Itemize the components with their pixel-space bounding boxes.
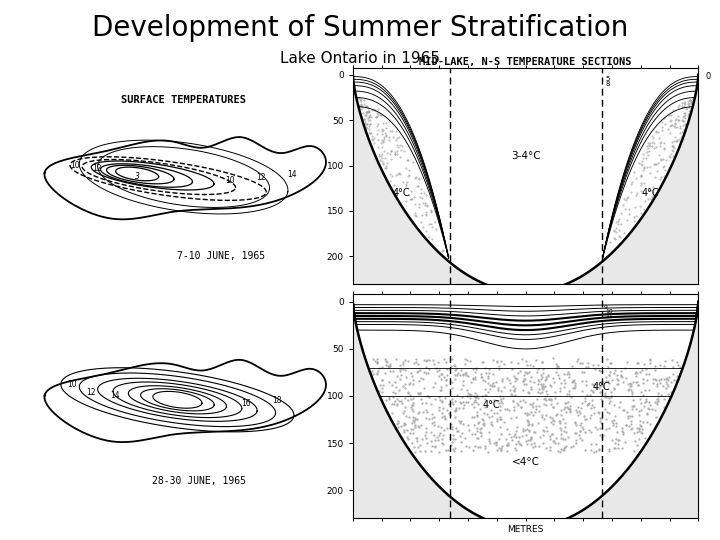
Text: 14: 14 xyxy=(287,170,297,179)
Text: 16: 16 xyxy=(240,399,251,408)
Text: 12: 12 xyxy=(86,388,96,397)
Title: MID-LAKE, N-S TEMPERATURE SECTIONS: MID-LAKE, N-S TEMPERATURE SECTIONS xyxy=(419,57,632,67)
Text: 10: 10 xyxy=(605,309,613,314)
Text: 4°C: 4°C xyxy=(482,400,500,410)
Text: 3-4°C: 3-4°C xyxy=(510,151,541,161)
Text: 28-30 JUNE, 1965: 28-30 JUNE, 1965 xyxy=(152,476,246,486)
Text: 5: 5 xyxy=(605,76,609,82)
Text: 18: 18 xyxy=(271,396,282,405)
Text: 4°C: 4°C xyxy=(392,188,410,198)
Text: 11: 11 xyxy=(605,313,613,319)
Polygon shape xyxy=(45,360,326,442)
Text: 10: 10 xyxy=(71,161,80,170)
X-axis label: METRES: METRES xyxy=(508,525,544,534)
Text: Development of Summer Stratification: Development of Summer Stratification xyxy=(92,14,628,42)
Text: 7-10 JUNE, 1965: 7-10 JUNE, 1965 xyxy=(176,251,265,261)
Polygon shape xyxy=(45,137,326,219)
Text: 3: 3 xyxy=(135,172,140,180)
Text: 12: 12 xyxy=(256,173,266,182)
Text: 4°C: 4°C xyxy=(642,188,659,198)
Text: 10: 10 xyxy=(68,380,77,389)
Text: 14: 14 xyxy=(111,392,120,400)
Text: 9: 9 xyxy=(603,305,608,310)
Text: 4°C: 4°C xyxy=(593,382,611,392)
Text: <4°C: <4°C xyxy=(512,457,539,467)
Title: SURFACE TEMPERATURES: SURFACE TEMPERATURES xyxy=(121,95,246,105)
Text: 8: 8 xyxy=(605,81,610,87)
Text: 0: 0 xyxy=(706,72,711,81)
Text: 10: 10 xyxy=(225,176,235,185)
Text: 12: 12 xyxy=(92,164,102,173)
Text: Lake Ontario in 1965: Lake Ontario in 1965 xyxy=(280,51,440,66)
